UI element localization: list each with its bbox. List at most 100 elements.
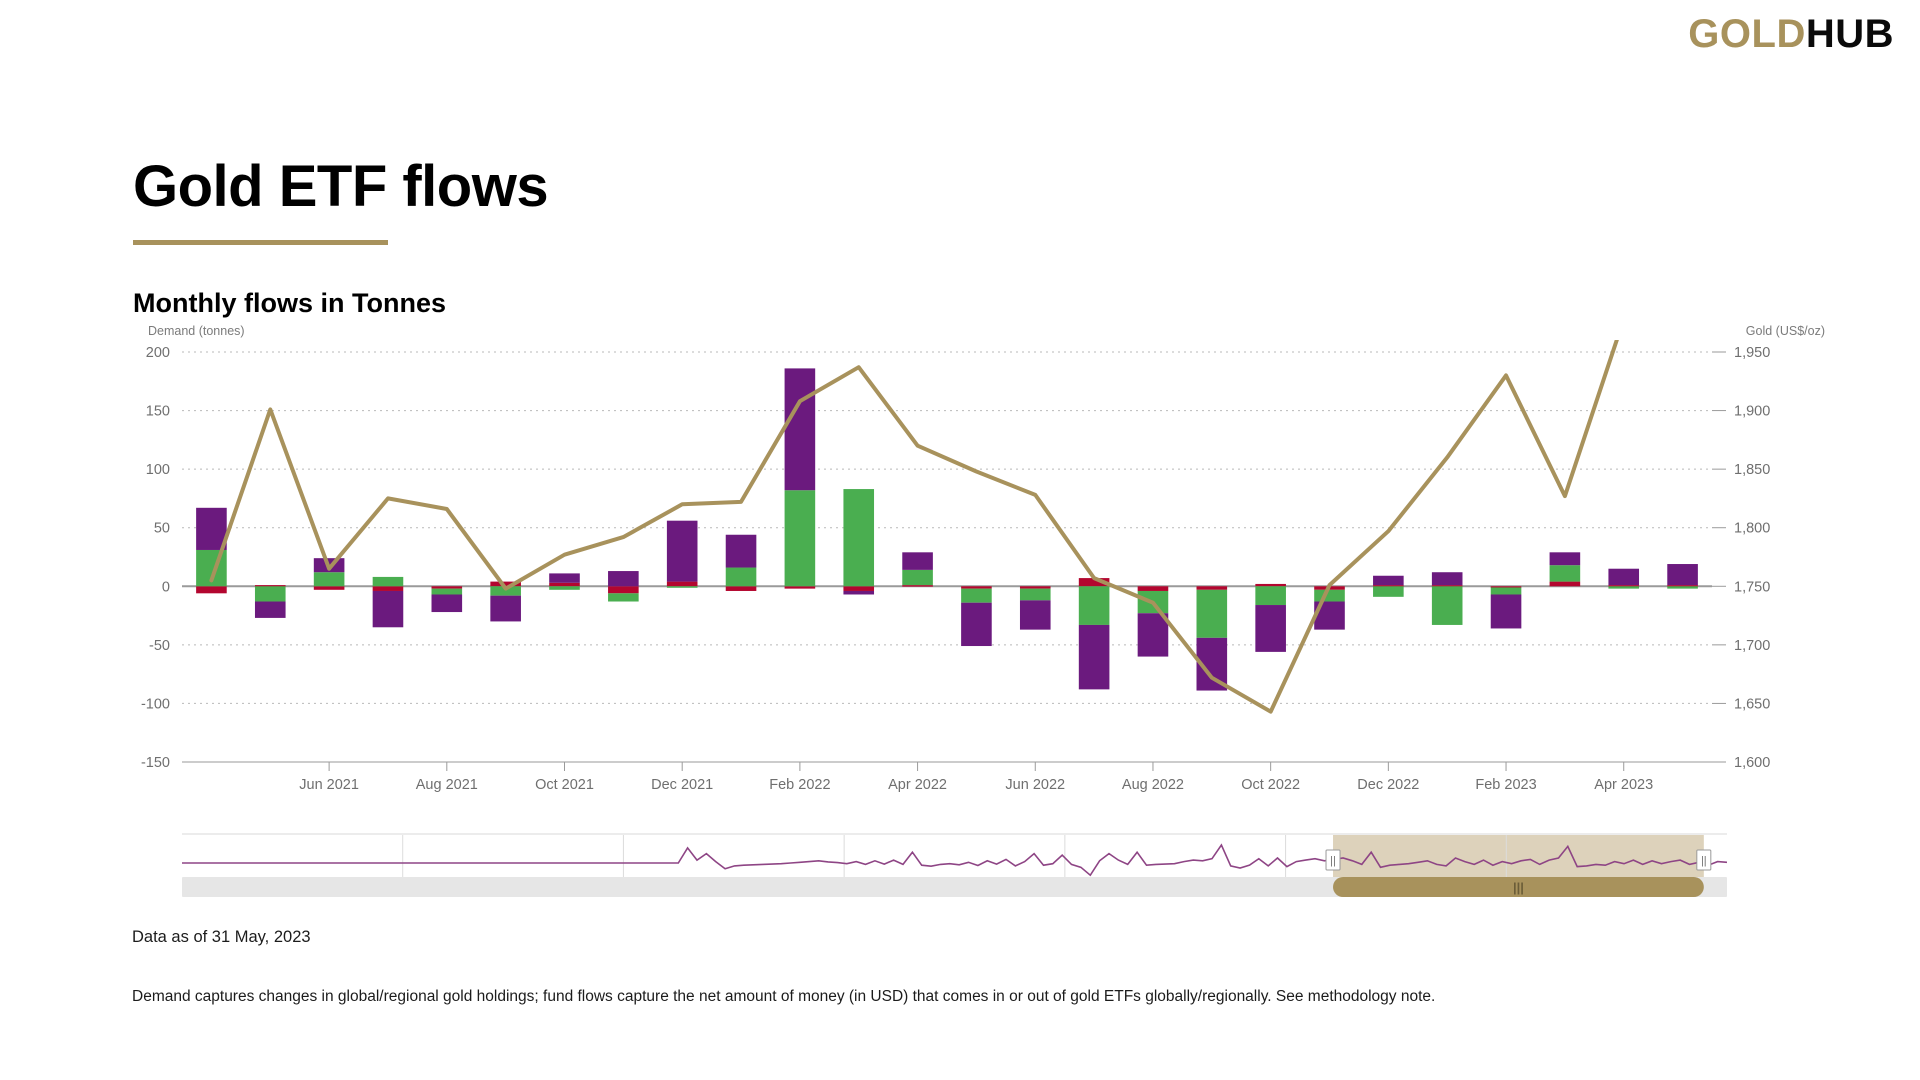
- bar-segment[interactable]: [1667, 564, 1698, 586]
- navigator-selection-region[interactable]: [1333, 835, 1704, 877]
- bar-segment[interactable]: [1549, 565, 1581, 582]
- y-axis-left-tick: 150: [146, 404, 170, 420]
- bar-segment[interactable]: [1078, 586, 1110, 625]
- x-axis-tick-label: Aug 2021: [416, 777, 478, 793]
- bar-segment[interactable]: [490, 586, 521, 596]
- brand-logo: GOLDHUB: [1688, 14, 1894, 54]
- y-axis-right-tick: 1,900: [1734, 404, 1770, 420]
- bar-segment[interactable]: [196, 586, 227, 594]
- x-axis-tick-label: Oct 2022: [1241, 777, 1300, 793]
- bar-segment[interactable]: [372, 586, 404, 591]
- y-axis-right-tick: 1,700: [1734, 638, 1770, 654]
- bar-segment[interactable]: [1314, 589, 1345, 602]
- bar-segment[interactable]: [1431, 572, 1463, 586]
- chart-plot-area[interactable]: 200 1,950 150 1,900 100 1,850 50 1,800 0 1,750 -50…: [120, 340, 1820, 820]
- bar-segment[interactable]: [549, 586, 580, 590]
- bar-segment[interactable]: [1137, 586, 1169, 591]
- bar-segment[interactable]: [666, 586, 698, 588]
- bar-segment[interactable]: [1373, 575, 1404, 586]
- bar-segment[interactable]: [1490, 594, 1522, 629]
- bar-segment[interactable]: [666, 520, 698, 582]
- bar-segment[interactable]: [1431, 585, 1463, 587]
- bar-segment[interactable]: [608, 571, 639, 587]
- chart-range-navigator[interactable]: |||◂▸||||: [182, 833, 1727, 905]
- bar-segment[interactable]: [372, 590, 404, 628]
- bar-segment[interactable]: [1078, 624, 1110, 690]
- bar-segment[interactable]: [254, 586, 286, 602]
- bar-segment[interactable]: [549, 573, 580, 583]
- bar-segment[interactable]: [1608, 568, 1640, 586]
- x-axis-tick-label: Aug 2022: [1122, 777, 1184, 793]
- bar-segment[interactable]: [1608, 585, 1640, 587]
- title-underline-rule: [133, 240, 388, 245]
- bar-segment[interactable]: [1137, 613, 1169, 657]
- y-axis-left-tick: -100: [141, 696, 170, 712]
- navigator-handle-right[interactable]: [1696, 849, 1712, 871]
- navigator-series-line: [182, 843, 1727, 877]
- bar-segment[interactable]: [1196, 586, 1228, 590]
- bar-segment[interactable]: [254, 601, 286, 618]
- bar-segment[interactable]: [1608, 586, 1640, 589]
- bar-segment[interactable]: [490, 595, 521, 622]
- bar-segment[interactable]: [961, 586, 992, 589]
- bar-segment[interactable]: [1255, 605, 1286, 652]
- bar-segment[interactable]: [902, 552, 933, 570]
- bar-segment[interactable]: [372, 576, 404, 587]
- bar-segment[interactable]: [1019, 600, 1051, 630]
- y-axis-left-tick: 200: [146, 345, 170, 361]
- navigator-handle-left-grip: ||: [1330, 855, 1336, 867]
- bar-segment[interactable]: [1078, 578, 1110, 587]
- bar-segment[interactable]: [254, 585, 286, 587]
- bar-segment[interactable]: [784, 490, 816, 587]
- x-axis-tick-label: Apr 2022: [888, 777, 947, 793]
- x-axis-tick-label: Dec 2022: [1357, 777, 1419, 793]
- bar-segment[interactable]: [1490, 586, 1522, 588]
- bar-segment[interactable]: [1490, 587, 1522, 595]
- bar-segment[interactable]: [431, 594, 463, 613]
- bar-segment[interactable]: [843, 586, 875, 591]
- bar-segment[interactable]: [490, 581, 521, 587]
- navigator-handle-left[interactable]: [1325, 849, 1341, 871]
- bar-segment[interactable]: [608, 593, 639, 602]
- bar-segment[interactable]: [549, 582, 580, 587]
- bar-segment[interactable]: [843, 489, 875, 587]
- bar-segment[interactable]: [1196, 589, 1228, 638]
- bar-segment[interactable]: [1431, 586, 1463, 625]
- y-axis-right-tick: 1,750: [1734, 579, 1770, 595]
- bar-segment[interactable]: [1667, 586, 1698, 589]
- navigator-svg: |||◂▸||||: [182, 833, 1727, 897]
- navigator-scrollbar-thumb[interactable]: [1333, 877, 1704, 897]
- bar-segment[interactable]: [961, 602, 992, 647]
- bar-segment[interactable]: [784, 368, 816, 491]
- bar-segment[interactable]: [843, 590, 875, 595]
- bar-segment[interactable]: [902, 569, 933, 586]
- bar-segment[interactable]: [1373, 585, 1404, 587]
- bar-segment[interactable]: [1255, 583, 1286, 587]
- gold-price-line[interactable]: [209, 340, 1682, 714]
- x-axis-tick-label: Dec 2021: [651, 777, 713, 793]
- bar-segment[interactable]: [431, 586, 463, 589]
- bar-segment[interactable]: [313, 572, 345, 587]
- bar-segment[interactable]: [431, 588, 463, 595]
- bar-segment[interactable]: [313, 586, 345, 590]
- bar-segment[interactable]: [784, 586, 816, 589]
- bar-segment[interactable]: [1549, 552, 1581, 566]
- bar-segment[interactable]: [1255, 586, 1286, 606]
- bar-segment[interactable]: [725, 586, 757, 591]
- bar-segment[interactable]: [725, 567, 757, 587]
- bar-segment[interactable]: [608, 586, 639, 594]
- bar-segment[interactable]: [725, 534, 757, 568]
- y-axis-left-tick: -150: [141, 755, 170, 771]
- y-axis-left-tick: -50: [149, 638, 170, 654]
- bar-segment[interactable]: [1019, 588, 1051, 601]
- bar-segment[interactable]: [1667, 585, 1698, 587]
- x-axis-tick-label: Jun 2022: [1005, 777, 1065, 793]
- bar-segment[interactable]: [1019, 586, 1051, 589]
- x-axis-tick-label: Apr 2023: [1594, 777, 1653, 793]
- bar-segment[interactable]: [902, 585, 933, 587]
- bar-segment[interactable]: [1373, 586, 1404, 597]
- bar-segment[interactable]: [666, 581, 698, 587]
- bar-segment[interactable]: [196, 507, 227, 550]
- bar-segment[interactable]: [1549, 581, 1581, 587]
- bar-segment[interactable]: [961, 588, 992, 603]
